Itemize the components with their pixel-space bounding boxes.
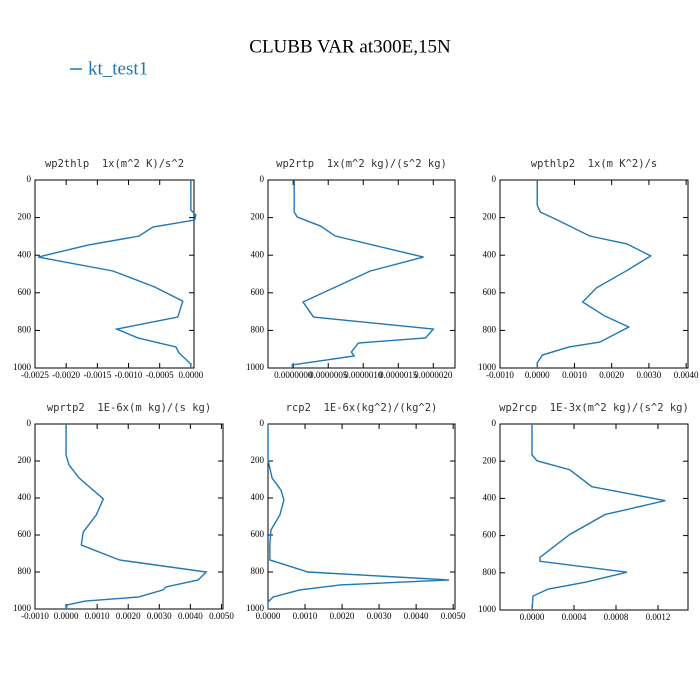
y-tick-label: 200 — [483, 455, 497, 465]
y-tick-label: 800 — [483, 324, 497, 334]
y-tick-label: 400 — [251, 249, 265, 259]
profile-line — [267, 424, 450, 609]
y-tick-label: 0 — [27, 174, 32, 184]
y-tick-label: 1000 — [13, 603, 32, 613]
plot-frame — [499, 179, 689, 369]
plot-frame — [34, 423, 224, 610]
y-tick-label: 200 — [251, 455, 265, 465]
profile-line — [531, 424, 666, 611]
x-tick-label: 0.0050 — [209, 611, 234, 621]
y-tick-label: 1000 — [478, 362, 497, 372]
panel-title: wp2rcp 1E-3x(m^2 kg)/(s^2 kg) — [499, 402, 689, 414]
y-tick-label: 0 — [492, 418, 497, 428]
x-tick-label: 0.0004 — [562, 612, 587, 622]
legend-label: kt_test1 — [88, 58, 148, 79]
x-tick-label: 0.0000005 — [309, 370, 348, 380]
x-tick-label: -0.0025 — [21, 370, 49, 380]
y-tick-label: 800 — [18, 324, 32, 334]
y-tick-label: 600 — [251, 529, 265, 539]
x-tick-label: -0.0010 — [21, 611, 49, 621]
y-tick-label: 800 — [483, 567, 497, 577]
x-tick-label: 0.0000 — [525, 370, 550, 380]
y-tick-label: 400 — [18, 492, 32, 502]
x-tick-label: 0.0020 — [330, 611, 355, 621]
x-tick-label: 0.0020 — [116, 611, 141, 621]
y-tick-label: 1000 — [478, 604, 497, 614]
y-tick-label: 800 — [18, 566, 32, 576]
x-tick-label: -0.0015 — [83, 370, 111, 380]
panel-title: wpthlp2 1x(m K^2)/s — [531, 158, 657, 170]
x-tick-label: 0.0030 — [637, 370, 662, 380]
x-tick-label: 0.0050 — [441, 611, 466, 621]
x-tick-label: 0.0012 — [646, 612, 671, 622]
panel-title: rcp2 1E-6x(kg^2)/(kg^2) — [286, 402, 438, 414]
x-tick-label: 0.0000 — [520, 612, 545, 622]
y-tick-label: 1000 — [246, 362, 265, 372]
x-tick-label: 0.0000 — [179, 370, 204, 380]
x-tick-label: -0.0010 — [115, 370, 143, 380]
plot-frame — [34, 179, 195, 369]
x-tick-label: 0.0040 — [674, 370, 699, 380]
y-tick-label: 0 — [492, 174, 497, 184]
profile-line — [291, 180, 435, 368]
x-tick-label: 0.0000 — [54, 611, 79, 621]
y-tick-label: 0 — [260, 174, 265, 184]
x-tick-label: 0.0030 — [147, 611, 172, 621]
y-tick-label: 200 — [18, 455, 32, 465]
y-tick-label: 200 — [251, 212, 265, 222]
x-tick-label: 0.0010 — [562, 370, 587, 380]
x-tick-label: 0.0000015 — [379, 370, 418, 380]
x-tick-label: 0.0040 — [404, 611, 429, 621]
y-tick-label: 0 — [260, 418, 265, 428]
x-tick-label: 0.0040 — [178, 611, 203, 621]
panel-title: wp2rtp 1x(m^2 kg)/(s^2 kg) — [276, 158, 447, 170]
plot-frame — [267, 179, 456, 369]
profile-line — [65, 424, 208, 610]
x-tick-label: 0.0000000 — [274, 370, 313, 380]
x-tick-label: 0.0030 — [367, 611, 392, 621]
profile-line — [536, 180, 653, 368]
x-tick-label: 0.0008 — [604, 612, 629, 622]
y-tick-label: 600 — [483, 287, 497, 297]
y-tick-label: 400 — [483, 249, 497, 259]
y-tick-label: 800 — [251, 324, 265, 334]
y-tick-label: 600 — [18, 529, 32, 539]
y-tick-label: 200 — [18, 212, 32, 222]
y-tick-label: 1000 — [13, 362, 32, 372]
x-tick-label: -0.0010 — [486, 370, 514, 380]
x-tick-label: 0.0010 — [85, 611, 110, 621]
y-tick-label: 800 — [251, 566, 265, 576]
panel-title: wp2thlp 1x(m^2 K)/s^2 — [45, 158, 184, 170]
y-tick-label: 600 — [251, 287, 265, 297]
x-tick-label: 0.0010 — [293, 611, 318, 621]
y-tick-label: 400 — [251, 492, 265, 502]
x-tick-label: -0.0005 — [146, 370, 174, 380]
y-tick-label: 0 — [27, 418, 32, 428]
y-tick-label: 400 — [483, 492, 497, 502]
plot-frame — [267, 423, 456, 610]
y-tick-label: 600 — [483, 530, 497, 540]
plot-frame — [499, 423, 689, 611]
y-tick-label: 200 — [483, 212, 497, 222]
figure-title: CLUBB VAR at300E,15N — [249, 36, 451, 57]
panel-title: wprtp2 1E-6x(m kg)/(s kg) — [47, 402, 211, 414]
y-tick-label: 1000 — [246, 603, 265, 613]
profile-line — [37, 180, 197, 368]
x-tick-label: 0.0020 — [599, 370, 624, 380]
y-tick-label: 600 — [18, 287, 32, 297]
x-tick-label: 0.0000010 — [344, 370, 383, 380]
x-tick-label: -0.0020 — [52, 370, 80, 380]
x-tick-label: 0.0000020 — [414, 370, 453, 380]
x-tick-label: 0.0000 — [256, 611, 281, 621]
y-tick-label: 400 — [18, 249, 32, 259]
